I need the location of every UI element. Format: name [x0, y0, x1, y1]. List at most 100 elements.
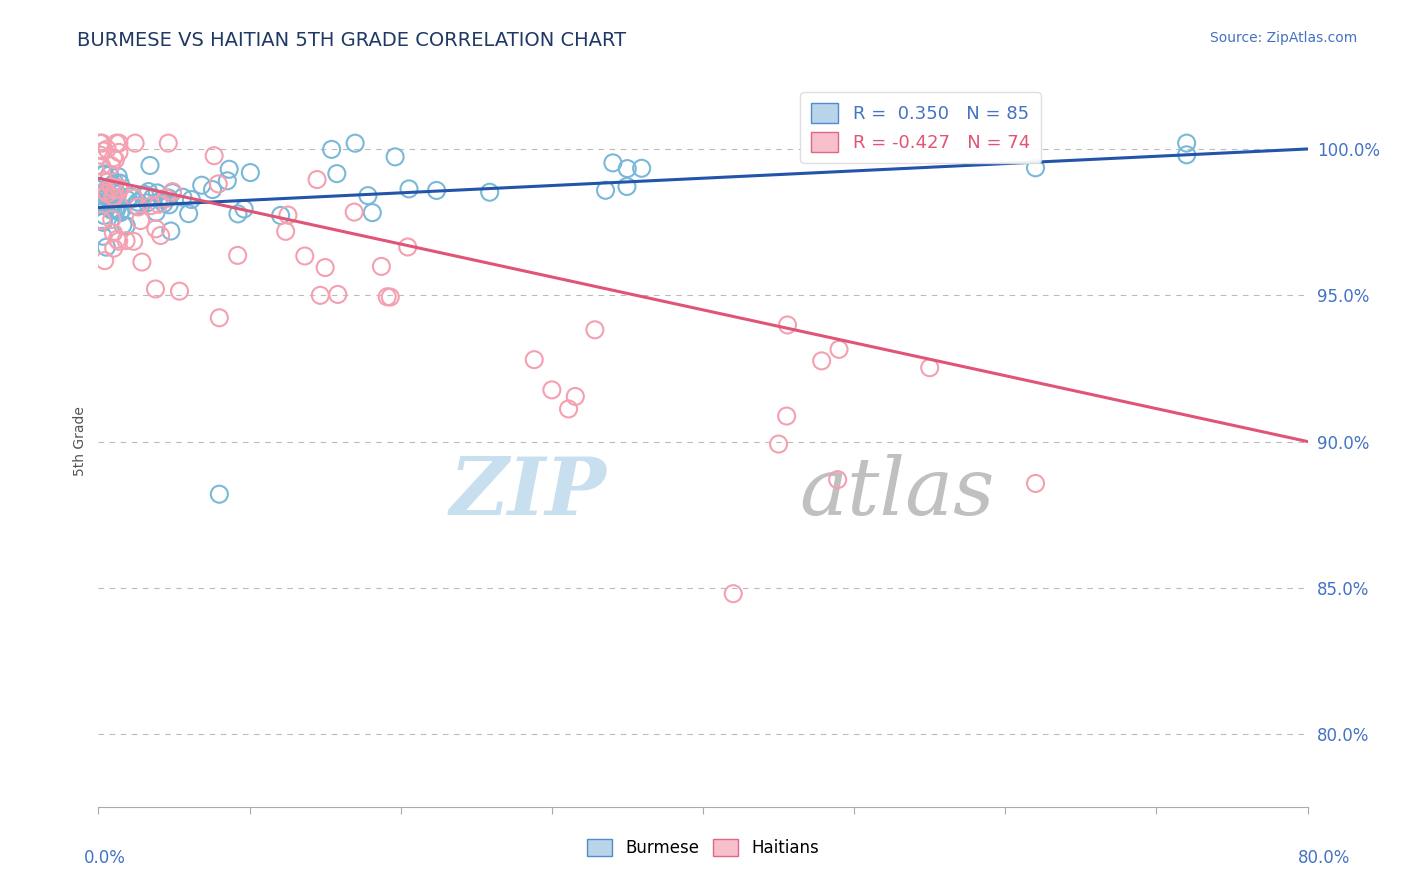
- Point: [91, 144, 114, 158]
- Point: [307, 172, 329, 186]
- Point: [357, 188, 380, 202]
- Point: [523, 352, 546, 367]
- Point: [124, 198, 146, 212]
- Point: [93, 253, 115, 268]
- Point: [425, 184, 447, 198]
- Point: [122, 191, 145, 205]
- Point: [103, 151, 125, 165]
- Point: [321, 142, 343, 156]
- Text: ZIP: ZIP: [450, 454, 606, 532]
- Point: [91, 213, 114, 227]
- Point: [100, 179, 122, 194]
- Point: [89, 136, 111, 150]
- Point: [207, 177, 229, 191]
- Point: [827, 473, 849, 487]
- Point: [101, 178, 124, 192]
- Point: [564, 389, 586, 403]
- Point: [89, 148, 111, 162]
- Point: [218, 162, 240, 177]
- Point: [343, 205, 366, 219]
- Point: [107, 187, 129, 202]
- Point: [226, 207, 249, 221]
- Point: [108, 181, 131, 195]
- Point: [101, 195, 124, 210]
- Point: [162, 186, 184, 200]
- Point: [202, 149, 225, 163]
- Point: [142, 190, 165, 204]
- Point: [89, 188, 111, 202]
- Point: [723, 587, 745, 601]
- Point: [180, 193, 202, 207]
- Point: [172, 190, 194, 204]
- Point: [110, 205, 132, 219]
- Point: [274, 224, 297, 238]
- Point: [1024, 476, 1046, 491]
- Point: [217, 174, 239, 188]
- Point: [115, 219, 138, 233]
- Point: [91, 229, 114, 244]
- Point: [326, 167, 349, 181]
- Point: [616, 179, 638, 194]
- Point: [326, 287, 349, 301]
- Point: [145, 282, 167, 296]
- Point: [233, 202, 256, 216]
- Point: [145, 205, 167, 219]
- Point: [108, 182, 131, 196]
- Point: [90, 180, 112, 194]
- Point: [201, 183, 224, 197]
- Point: [190, 178, 212, 193]
- Point: [595, 183, 617, 197]
- Point: [101, 189, 124, 203]
- Point: [97, 188, 120, 202]
- Point: [105, 136, 128, 150]
- Point: [370, 260, 392, 274]
- Point: [150, 192, 173, 206]
- Point: [115, 234, 138, 248]
- Point: [100, 202, 122, 217]
- Point: [103, 190, 125, 204]
- Point: [93, 174, 115, 188]
- Point: [139, 158, 162, 172]
- Point: [103, 241, 125, 255]
- Point: [384, 150, 406, 164]
- Point: [105, 202, 128, 217]
- Point: [294, 249, 316, 263]
- Point: [98, 168, 121, 182]
- Text: atlas: atlas: [800, 454, 995, 532]
- Point: [136, 195, 159, 210]
- Text: 0.0%: 0.0%: [84, 849, 127, 867]
- Point: [108, 177, 131, 191]
- Text: BURMESE VS HAITIAN 5TH GRADE CORRELATION CHART: BURMESE VS HAITIAN 5TH GRADE CORRELATION…: [77, 31, 627, 50]
- Point: [149, 228, 172, 243]
- Point: [478, 186, 501, 200]
- Point: [127, 200, 149, 214]
- Point: [101, 203, 124, 218]
- Point: [104, 153, 127, 167]
- Point: [96, 240, 118, 254]
- Point: [239, 165, 262, 179]
- Point: [314, 260, 336, 275]
- Point: [120, 189, 142, 203]
- Point: [93, 167, 115, 181]
- Point: [557, 401, 579, 416]
- Point: [94, 199, 117, 213]
- Point: [101, 192, 124, 206]
- Point: [277, 208, 299, 222]
- Point: [375, 290, 398, 304]
- Point: [918, 360, 941, 375]
- Point: [616, 161, 638, 176]
- Point: [309, 288, 332, 302]
- Point: [145, 222, 167, 236]
- Point: [104, 176, 127, 190]
- Point: [344, 136, 367, 151]
- Point: [540, 383, 562, 397]
- Point: [157, 136, 180, 150]
- Point: [93, 186, 115, 200]
- Point: [93, 209, 115, 223]
- Point: [1175, 148, 1198, 162]
- Point: [90, 188, 112, 202]
- Point: [157, 191, 180, 205]
- Point: [1175, 136, 1198, 150]
- Point: [146, 186, 169, 200]
- Point: [108, 176, 131, 190]
